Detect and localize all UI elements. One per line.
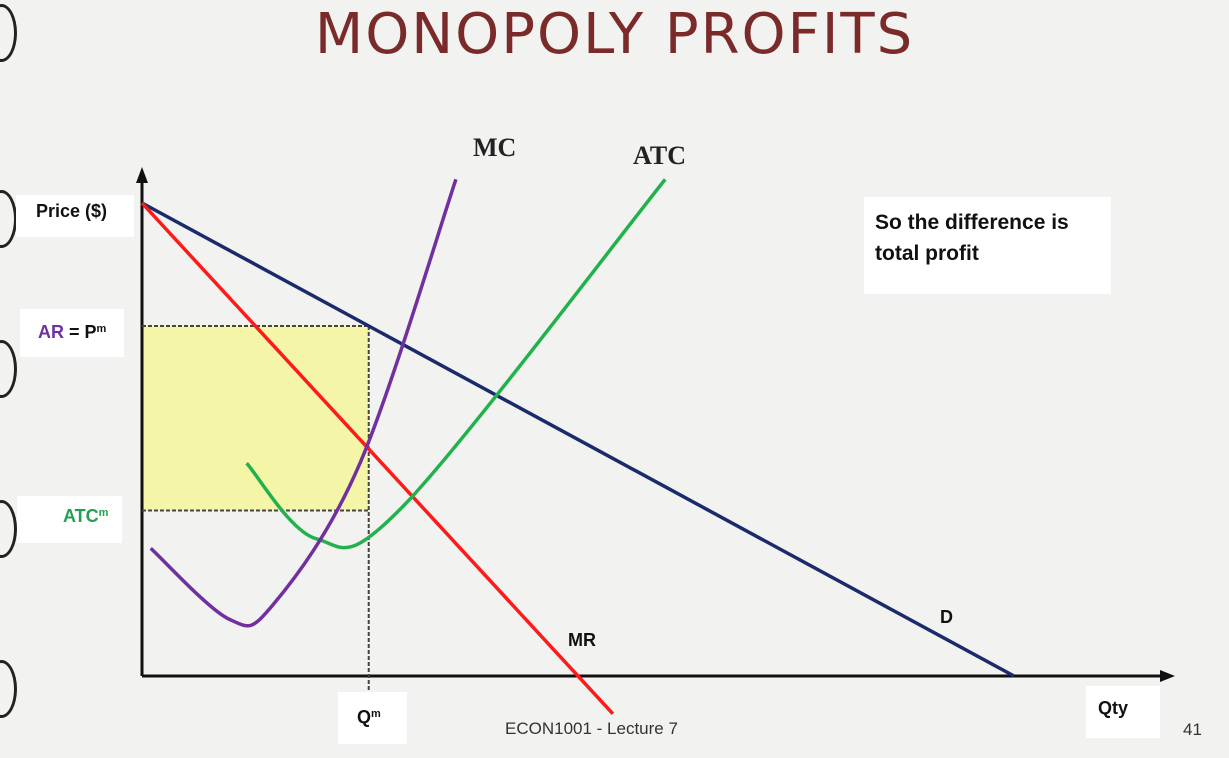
profit-area (142, 325, 369, 511)
qm-superscript: m (371, 708, 381, 720)
slide-title: MONOPOLY PROFITS (314, 2, 915, 67)
mc-label: MC (473, 133, 516, 162)
mr-curve (140, 201, 615, 716)
demand-curve (141, 201, 1015, 678)
pm-text: = P (64, 322, 97, 342)
note-box: So the difference is total profit (864, 197, 1111, 294)
note-text: So the difference is total profit (875, 211, 1069, 265)
atc-m-label: ATCm (17, 496, 122, 543)
mr-label: MR (568, 630, 596, 650)
demand-label: D (940, 607, 953, 627)
atc-m-text: ATC (63, 506, 99, 526)
x-axis-arrow (1160, 670, 1175, 682)
atc-curve (245, 178, 667, 550)
pm-superscript: m (96, 323, 107, 335)
ar-pm-label: AR = Pm (20, 309, 124, 357)
slide-footer: ECON1001 - Lecture 7 (505, 719, 678, 738)
y-axis-arrow (136, 167, 148, 183)
price-axis-label: Price ($) (16, 195, 134, 237)
qty-axis-label: Qty (1086, 686, 1160, 738)
atc-m-superscript: m (98, 507, 109, 519)
page-number: 41 (1183, 720, 1202, 739)
atc-label: ATC (633, 141, 686, 170)
qm-label: Qm (338, 692, 407, 744)
qm-text: Q (357, 707, 372, 727)
mc-curve (149, 178, 458, 628)
ar-text: AR (38, 322, 64, 342)
